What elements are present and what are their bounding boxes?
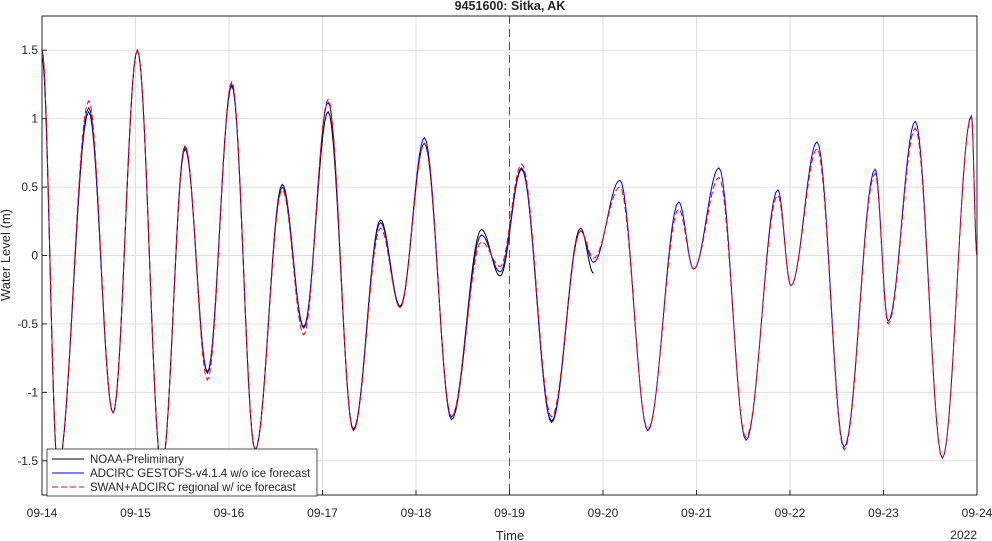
y-tick-label: 0.5 — [21, 180, 38, 194]
x-tick-label: 09-15 — [120, 506, 151, 520]
y-axis-label: Water Level (m) — [0, 209, 13, 301]
x-tick-label: 09-21 — [681, 506, 712, 520]
y-tick-label: -0.5 — [17, 317, 38, 331]
x-tick-label: 09-16 — [214, 506, 245, 520]
legend-entry-swan: SWAN+ADCIRC regional w/ ice forecast — [90, 482, 296, 494]
x-tick-label: 09-14 — [27, 506, 58, 520]
x-tick-label: 09-24 — [962, 506, 992, 520]
chart-title: 9451600: Sitka, AK — [455, 0, 566, 13]
x-tick-label: 09-23 — [868, 506, 899, 520]
y-tick-label: 1.5 — [21, 43, 38, 57]
x-year-label: 2022 — [950, 528, 977, 541]
x-tick-label: 09-19 — [494, 506, 525, 520]
y-tick-label: -1.5 — [17, 454, 38, 468]
x-tick-label: 09-18 — [401, 506, 432, 520]
series-layer — [42, 48, 977, 470]
x-tick-label: 09-20 — [588, 506, 619, 520]
x-tick-label: 09-22 — [775, 506, 806, 520]
series-swan-line — [42, 48, 977, 470]
x-axis-label: Time — [496, 528, 524, 541]
y-tick-label: 1 — [31, 112, 38, 126]
y-tick-label: -1 — [27, 385, 38, 399]
legend-entry-noaa: NOAA-Preliminary — [90, 454, 184, 466]
x-axis: 09-14 09-15 09-16 09-17 09-18 09-19 09-20 09-21… — [27, 490, 992, 520]
legend: NOAA-Preliminary ADCIRC GESTOFS-v4.1.4 w… — [46, 448, 318, 497]
y-tick-label: 0 — [31, 249, 38, 263]
x-tick-label: 09-17 — [307, 506, 338, 520]
y-axis: 1.5 1 0.5 0 -0.5 -1 -1.5 — [17, 43, 47, 468]
legend-box — [46, 448, 318, 497]
legend-entry-gestofs: ADCIRC GESTOFS-v4.1.4 w/o ice forecast — [90, 468, 311, 480]
